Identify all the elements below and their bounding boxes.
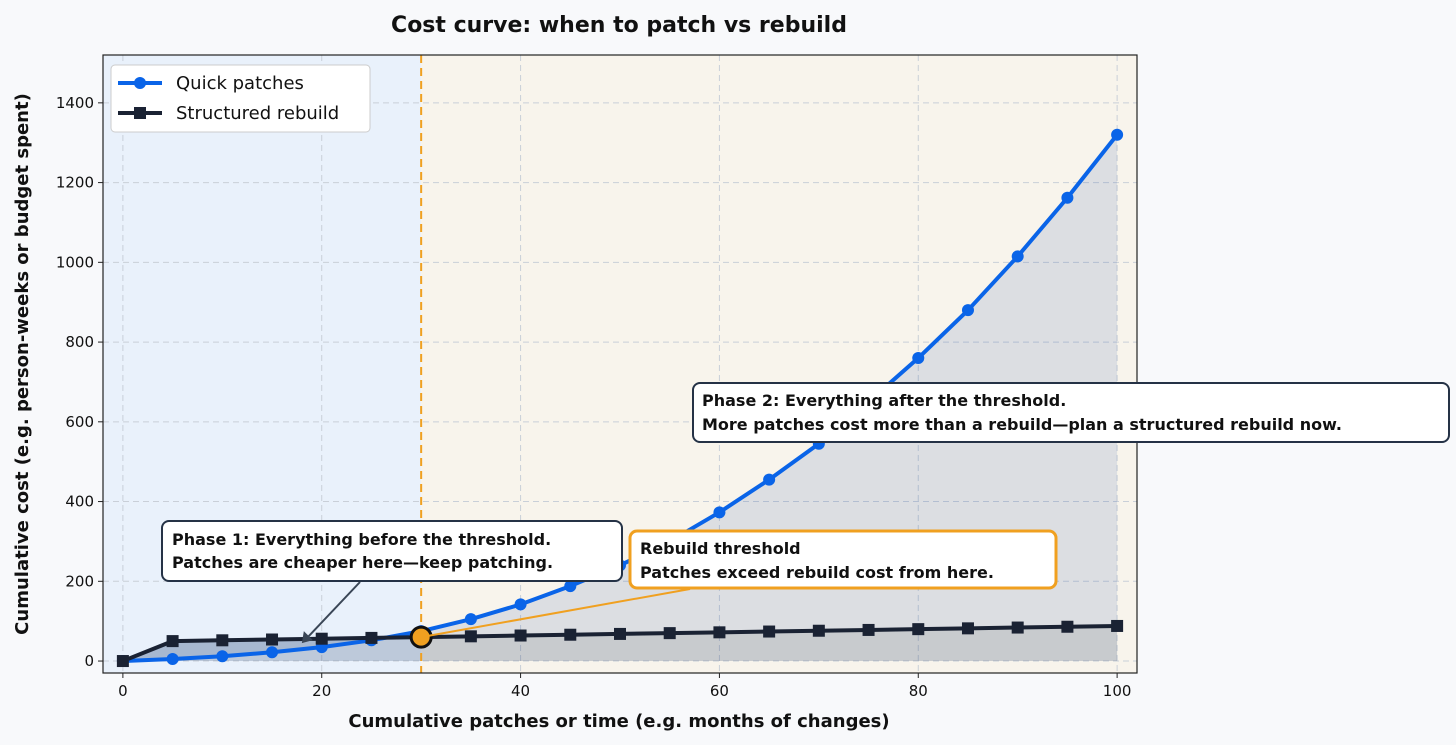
y-tick-label: 400 [65,493,94,511]
quick-patches-point [1011,250,1024,263]
structured-rebuild-point [961,622,974,635]
y-tick-label: 1000 [56,253,94,271]
threshold-annotation-box [628,529,1058,590]
structured-rebuild-point [1061,620,1074,633]
structured-rebuild-point [464,630,477,643]
legend-quick-patches-label: Quick patches [176,73,304,94]
y-tick-label: 200 [65,572,94,590]
legend-box [110,64,371,133]
structured-rebuild-point [1011,621,1024,634]
quick-patches-point [464,613,477,626]
threshold-annotation-line-2: Patches exceed rebuild cost from here. [640,563,994,582]
threshold-annotation-arrow [420,588,691,639]
annotations: Rebuild threshold Patches exceed rebuild… [161,382,1450,644]
x-tick-label: 100 [1103,682,1132,700]
structured-rebuild-point [1111,619,1124,632]
quick-patches-point [1111,128,1124,141]
x-tick-label: 0 [118,682,128,700]
quick-patches-point [1061,191,1074,204]
structured-rebuild-point [862,623,875,636]
y-tick-label: 600 [65,413,94,431]
structured-rebuild-point [315,632,328,645]
y-axis-title: Cumulative cost (e.g. person-weeks or bu… [12,93,33,635]
x-axis-ticks: 0 20 40 60 80 100 [118,673,1131,700]
x-tick-label: 20 [312,682,331,700]
structured-rebuild-point [614,627,626,640]
chart-title: Cost curve: when to patch vs rebuild [391,13,847,38]
y-tick-label: 800 [65,333,94,351]
gap-area-fill [122,134,1118,662]
threshold-annotation-line-1: Rebuild threshold [640,539,801,558]
structured-rebuild-point [812,624,825,637]
quick-patches-point [763,473,776,486]
x-axis-title: Cumulative patches or time (e.g. months … [348,711,889,732]
quick-patches-point [713,506,726,519]
y-tick-label: 1200 [56,174,94,192]
legend: Quick patches Structured rebuild [110,64,371,133]
structured-rebuild-point [763,625,776,638]
y-axis-ticks: 0 200 400 600 800 1000 1200 1400 [56,94,103,670]
phase2-annotation-line-2: More patches cost more than a rebuild—pl… [702,415,1342,434]
structured-rebuild-point [166,635,179,648]
quick-patches-point [216,650,229,663]
plot-frame [102,54,1138,674]
x-tick-label: 80 [909,682,928,700]
structured-rebuild-point [266,633,279,646]
quick-patches-point [514,598,527,611]
phase1-annotation-box [161,520,623,582]
structured-rebuild-point [514,629,527,642]
quick-patches-point [564,580,577,593]
structured-rebuild-point [365,631,378,644]
quick-patches-point [912,352,925,365]
phase1-annotation-line-2: Patches are cheaper here—keep patching. [172,553,553,572]
phase1-arrowhead [301,631,313,644]
legend-structured-rebuild-marker [134,107,146,119]
quick-patches-point [961,304,974,317]
phase2-annotation-line-1: Phase 2: Everything after the threshold. [702,391,1066,410]
quick-patches-point [266,646,279,659]
quick-patches-point [166,653,179,666]
legend-quick-patches-marker [134,77,146,89]
phase1-annotation-line-1: Phase 1: Everything before the threshold… [172,530,551,549]
structured-rebuild-point [564,628,577,641]
structured-rebuild-point [116,655,129,668]
structured-rebuild-point [216,634,229,647]
legend-structured-rebuild-label: Structured rebuild [176,103,339,124]
structured-rebuild-point [663,627,676,640]
structured-rebuild-point [713,626,726,639]
phase1-annotation-arrow [307,581,361,638]
y-tick-label: 1400 [56,94,94,112]
structured-rebuild-point [912,623,925,636]
y-tick-label: 0 [84,652,94,670]
phase2-annotation-box [692,382,1450,443]
x-tick-label: 60 [710,682,729,700]
x-tick-label: 40 [511,682,530,700]
